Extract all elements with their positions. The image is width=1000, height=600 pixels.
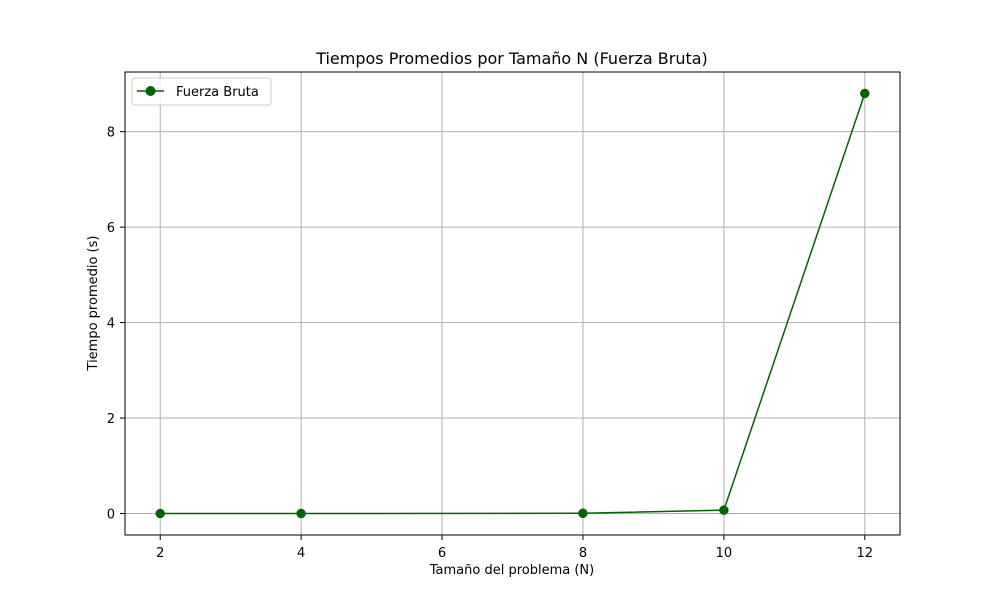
legend-label: Fuerza Bruta bbox=[176, 85, 259, 100]
chart-title: Tiempos Promedios por Tamaño N (Fuerza B… bbox=[315, 49, 708, 68]
data-point bbox=[296, 508, 306, 519]
x-tick-label: 10 bbox=[716, 546, 733, 561]
grid bbox=[125, 72, 900, 535]
legend-marker bbox=[145, 86, 156, 96]
data-point bbox=[155, 508, 165, 519]
x-tick-label: 8 bbox=[579, 546, 587, 561]
x-tick-label: 6 bbox=[438, 546, 446, 561]
y-tick-label: 4 bbox=[107, 317, 115, 332]
series-layer bbox=[155, 88, 870, 519]
legend: Fuerza Bruta bbox=[131, 77, 272, 106]
data-point bbox=[578, 508, 588, 519]
y-axis-ticks: 0 2 4 6 8 bbox=[107, 126, 125, 523]
y-tick-label: 8 bbox=[107, 126, 115, 141]
plot-area-frame bbox=[124, 71, 901, 536]
y-tick-label: 6 bbox=[107, 221, 115, 236]
data-point bbox=[719, 505, 729, 515]
legend-box bbox=[131, 77, 272, 106]
x-tick-label: 4 bbox=[297, 546, 305, 561]
data-point bbox=[860, 88, 870, 99]
x-axis-ticks: 2 4 6 8 10 12 bbox=[156, 535, 873, 561]
x-tick-label: 2 bbox=[156, 546, 164, 561]
x-tick-label: 12 bbox=[856, 546, 873, 561]
y-tick-label: 2 bbox=[107, 412, 115, 427]
x-axis-label: Tamaño del problema (N) bbox=[429, 563, 594, 578]
y-tick-label: 0 bbox=[107, 508, 115, 523]
y-axis-label: Tiempo promedio (s) bbox=[86, 236, 101, 372]
